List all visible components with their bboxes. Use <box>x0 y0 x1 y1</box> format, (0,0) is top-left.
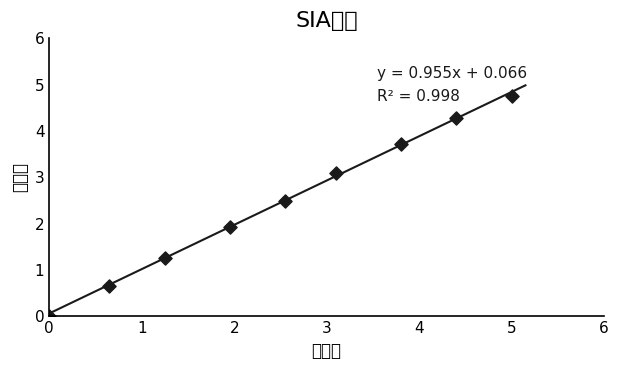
Point <box>331 170 341 176</box>
Point <box>224 224 234 230</box>
X-axis label: 理论值: 理论值 <box>312 342 342 360</box>
Point <box>160 255 170 260</box>
Text: R² = 0.998: R² = 0.998 <box>378 89 461 104</box>
Point <box>104 283 114 289</box>
Point <box>451 115 461 121</box>
Point <box>396 141 405 147</box>
Title: SIA线性: SIA线性 <box>295 11 358 31</box>
Text: y = 0.955x + 0.066: y = 0.955x + 0.066 <box>378 66 528 81</box>
Point <box>44 313 54 319</box>
Y-axis label: 实测值: 实测值 <box>11 162 29 192</box>
Point <box>280 198 290 204</box>
Point <box>507 93 516 99</box>
